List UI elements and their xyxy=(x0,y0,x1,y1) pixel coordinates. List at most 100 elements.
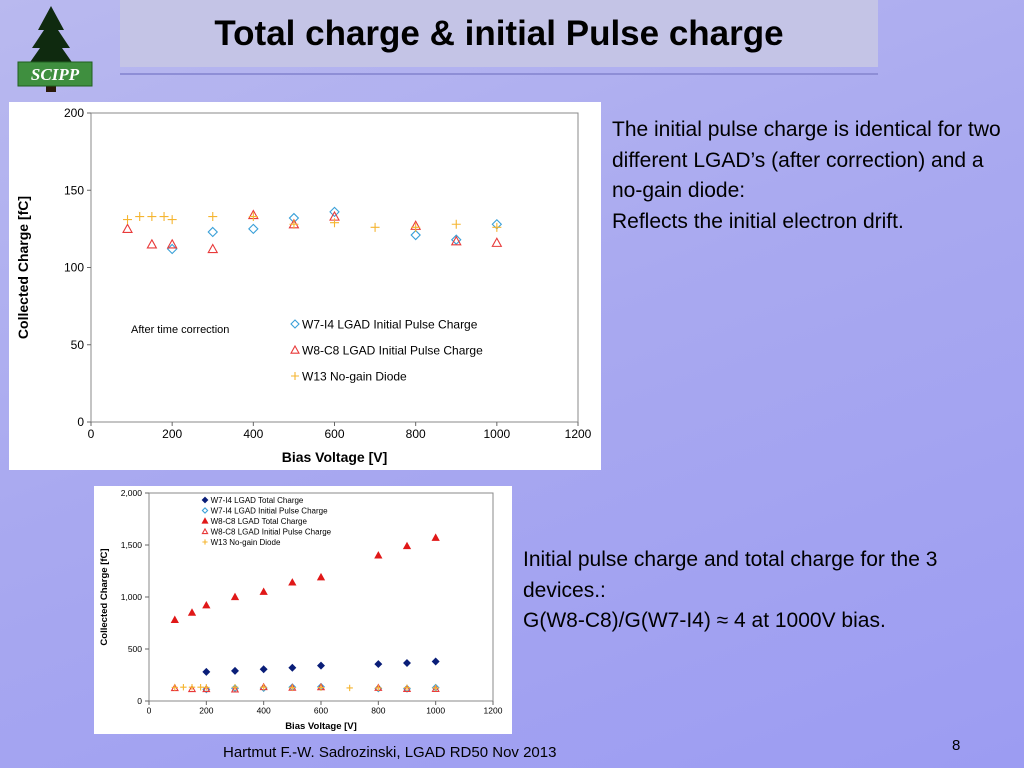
y-tick-label: 0 xyxy=(77,415,84,429)
data-point xyxy=(202,685,211,694)
chart-annotation: After time correction xyxy=(131,324,229,336)
data-point xyxy=(231,666,239,675)
description-line: G(W8-C8)/G(W7-I4) ≈ 4 at 1000V bias. xyxy=(523,609,886,632)
y-tick-label: 0 xyxy=(137,696,142,706)
data-point xyxy=(289,684,296,691)
x-tick-label: 1200 xyxy=(484,706,503,716)
legend-marker xyxy=(290,344,300,354)
data-point xyxy=(375,684,382,692)
legend-label: W8-C8 LGAD Initial Pulse Charge xyxy=(211,528,332,537)
data-point xyxy=(259,665,268,674)
y-tick-label: 50 xyxy=(71,338,85,352)
data-point xyxy=(159,212,169,222)
legend-label: W7-I4 LGAD Initial Pulse Charge xyxy=(302,318,478,332)
data-point xyxy=(317,661,325,670)
data-point xyxy=(411,222,421,232)
data-point xyxy=(248,212,258,222)
title-divider xyxy=(120,73,878,75)
x-tick-label: 1000 xyxy=(426,706,445,716)
y-axis-label: Collected Charge [fC] xyxy=(99,548,110,645)
legend-marker xyxy=(291,372,299,380)
description-total-charge: Initial pulse charge and total charge fo… xyxy=(523,545,993,637)
data-point xyxy=(432,684,439,692)
data-point xyxy=(231,683,239,691)
y-tick-label: 1,000 xyxy=(121,592,143,602)
data-point xyxy=(431,657,440,666)
tree-icon: SCIPP xyxy=(17,6,93,92)
x-tick-label: 400 xyxy=(257,706,271,716)
y-tick-label: 2,000 xyxy=(121,488,143,498)
data-point xyxy=(402,541,412,550)
data-point xyxy=(317,684,325,691)
data-point xyxy=(450,234,462,245)
data-point xyxy=(431,684,440,693)
legend-label: W8-C8 LGAD Initial Pulse Charge xyxy=(302,344,483,358)
description-line: Initial pulse charge and total charge fo… xyxy=(523,548,938,602)
data-point xyxy=(147,212,157,222)
legend-marker xyxy=(202,539,208,545)
data-point xyxy=(187,608,197,616)
data-point xyxy=(135,212,145,222)
plot-area xyxy=(148,492,494,702)
data-point xyxy=(450,235,462,246)
legend-label: W7-I4 LGAD Initial Pulse Charge xyxy=(211,507,328,516)
data-point xyxy=(187,684,197,693)
data-point xyxy=(491,237,503,247)
data-point xyxy=(329,206,340,218)
x-tick-label: 1200 xyxy=(565,427,592,441)
data-point xyxy=(248,223,259,235)
data-point xyxy=(374,660,383,669)
data-point xyxy=(316,572,326,581)
data-point xyxy=(260,683,267,691)
total-charge-chart-panel: 0 200 400 600 800 1000 1200 0 500 1,000 1,500 2,000… xyxy=(94,486,512,734)
description-line: The initial pulse charge is identical fo… xyxy=(612,118,1001,202)
data-point xyxy=(431,533,440,541)
data-point xyxy=(202,684,211,693)
data-series xyxy=(123,212,502,232)
y-tick-label: 500 xyxy=(128,644,142,654)
data-point xyxy=(202,667,211,676)
data-point xyxy=(288,663,297,672)
plot-area xyxy=(90,112,579,423)
x-axis-label: Bias Voltage [V] xyxy=(282,449,388,465)
x-tick-label: 800 xyxy=(406,427,426,441)
data-point xyxy=(123,215,133,225)
data-point xyxy=(402,684,412,692)
data-point xyxy=(403,659,411,668)
page-number: 8 xyxy=(952,737,961,754)
data-point xyxy=(203,684,210,691)
data-series xyxy=(202,657,440,676)
y-tick-label: 150 xyxy=(64,183,84,197)
slide-title: Total charge & initial Pulse charge xyxy=(214,13,784,53)
legend-label: W13 No-gain Diode xyxy=(302,370,407,384)
data-point xyxy=(374,551,383,559)
legend-label: W13 No-gain Diode xyxy=(211,538,281,547)
data-point xyxy=(197,683,204,691)
data-point xyxy=(492,222,502,232)
data-point xyxy=(289,219,299,229)
data-point xyxy=(346,684,353,692)
legend-label: W8-C8 LGAD Total Charge xyxy=(211,517,308,526)
y-axis-label: Collected Charge [fC] xyxy=(15,196,31,339)
data-point xyxy=(167,215,177,225)
description-initial-pulse: The initial pulse charge is identical fo… xyxy=(612,115,1002,237)
legend-marker xyxy=(201,517,209,524)
legend-marker xyxy=(290,319,300,329)
description-line: Reflects the initial electron drift. xyxy=(612,209,904,233)
x-tick-label: 0 xyxy=(88,427,95,441)
data-point xyxy=(451,219,461,229)
data-point xyxy=(288,578,297,586)
data-series xyxy=(170,533,440,623)
total-charge-chart: 0 200 400 600 800 1000 1200 0 500 1,000 1,500 2,000… xyxy=(99,488,503,732)
data-point xyxy=(259,587,268,595)
title-bar: Total charge & initial Pulse charge xyxy=(120,0,878,67)
legend-marker xyxy=(201,507,209,514)
logo-text: SCIPP xyxy=(31,65,80,84)
initial-pulse-chart-panel: 0 200 400 600 800 1000 1200 0 50 100 150 200 Bias Vo… xyxy=(9,102,601,470)
data-point xyxy=(208,212,218,222)
data-point xyxy=(146,238,158,249)
data-point xyxy=(403,684,411,691)
data-point xyxy=(230,592,240,601)
x-tick-label: 200 xyxy=(199,706,213,716)
data-point xyxy=(330,218,339,228)
